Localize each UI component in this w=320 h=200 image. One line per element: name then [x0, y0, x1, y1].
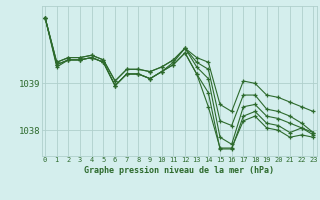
X-axis label: Graphe pression niveau de la mer (hPa): Graphe pression niveau de la mer (hPa): [84, 166, 274, 175]
